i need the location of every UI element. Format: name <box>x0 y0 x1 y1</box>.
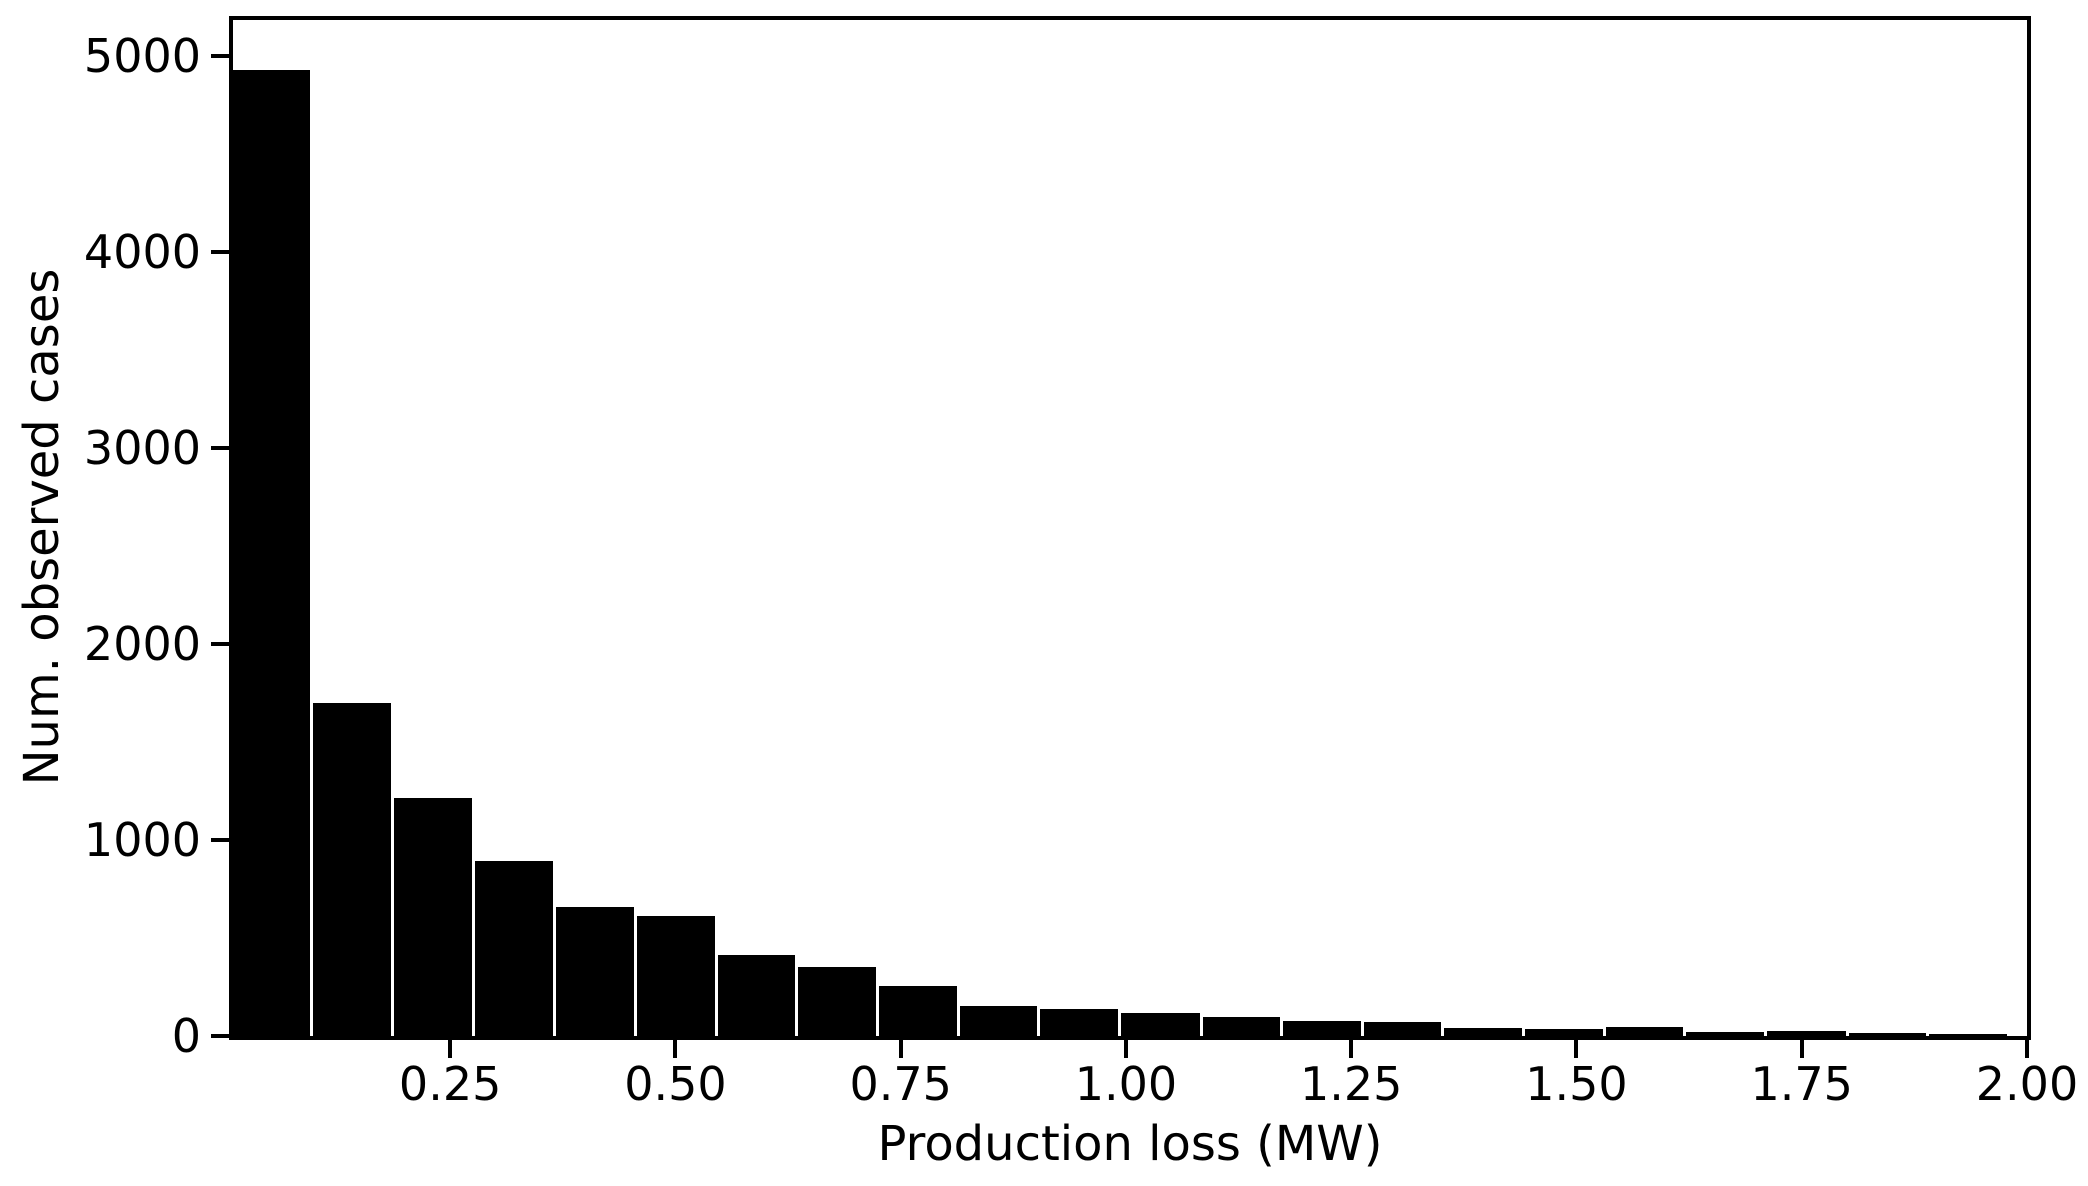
x-tick-label: 1.25 <box>1299 1057 1403 1111</box>
histogram-bar-6 <box>636 916 715 1036</box>
x-tick-label: 2.00 <box>1975 1057 2079 1111</box>
x-tick-label: 0.25 <box>398 1057 502 1111</box>
histogram-bar-13 <box>1202 1016 1280 1036</box>
y-tick-label: 0 <box>171 1009 201 1063</box>
x-axis-title: Production loss (MW) <box>877 1116 1383 1172</box>
histogram-bar-8 <box>797 967 877 1036</box>
x-tick-mark <box>1349 1040 1354 1058</box>
y-tick-mark <box>211 1034 229 1038</box>
x-tick-mark <box>673 1040 678 1058</box>
y-axis-ticks <box>211 20 229 1038</box>
histogram-bar-10 <box>960 1006 1038 1036</box>
x-tick-mark <box>1123 1040 1128 1058</box>
bars-container <box>233 20 2027 1036</box>
histogram-bar-19 <box>1686 1031 1765 1036</box>
y-tick-label: 5000 <box>83 29 201 84</box>
y-tick-label: 3000 <box>83 421 201 476</box>
y-tick-label: 1000 <box>83 813 201 868</box>
histogram-bar-14 <box>1282 1020 1361 1036</box>
y-tick-mark <box>211 54 229 59</box>
y-tick-mark <box>211 838 229 843</box>
x-axis-tick-labels: 0.25 0.50 0.75 1.00 1.25 1.50 1.75 2.00 <box>233 1056 2078 1116</box>
histogram-bar-4 <box>475 860 553 1036</box>
histogram-bar-3 <box>394 797 473 1036</box>
y-axis-title: Num. observed cases <box>14 268 70 786</box>
x-tick-label: 0.50 <box>624 1057 727 1111</box>
histogram-bar-5 <box>555 906 634 1036</box>
histogram-bar-16 <box>1444 1027 1523 1036</box>
x-tick-mark <box>1799 1040 1804 1058</box>
y-tick-label: 2000 <box>83 617 201 672</box>
histogram-bar-22 <box>1928 1033 2007 1036</box>
histogram-bar-17 <box>1525 1029 1604 1036</box>
x-tick-mark <box>898 1040 903 1058</box>
histogram-bar-11 <box>1040 1008 1119 1036</box>
histogram-bar-18 <box>1606 1027 1684 1036</box>
x-tick-label: 0.75 <box>849 1057 952 1111</box>
y-tick-label: 4000 <box>83 225 201 280</box>
histogram-bar-7 <box>717 955 795 1036</box>
x-axis-ticks <box>233 1040 2029 1058</box>
y-tick-mark <box>211 446 229 451</box>
x-tick-label: 1.50 <box>1525 1057 1628 1111</box>
histogram-bar-2 <box>313 702 392 1036</box>
x-tick-mark <box>2025 1040 2029 1058</box>
y-axis-tick-labels: 0 1000 2000 3000 4000 5000 <box>0 20 201 1059</box>
histogram-bar-9 <box>879 986 958 1036</box>
histogram-bar-21 <box>1848 1032 1926 1036</box>
histogram-bar-20 <box>1767 1030 1846 1036</box>
histogram-bar-12 <box>1121 1012 1200 1036</box>
plot-area <box>229 16 2031 1040</box>
x-tick-mark <box>1574 1040 1579 1058</box>
y-tick-mark <box>211 250 229 255</box>
histogram-bar-1 <box>233 70 311 1036</box>
x-tick-label: 1.00 <box>1074 1057 1178 1111</box>
y-tick-mark <box>211 642 229 647</box>
x-tick-mark <box>448 1040 453 1058</box>
histogram-bar-15 <box>1363 1022 1441 1036</box>
x-tick-label: 1.75 <box>1750 1057 1853 1111</box>
